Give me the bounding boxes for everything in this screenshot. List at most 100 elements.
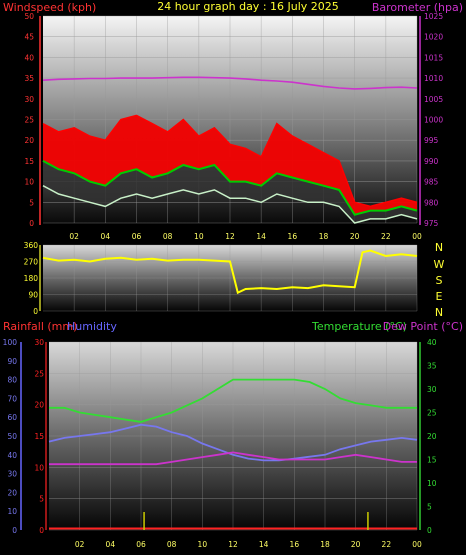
barometer-tick-label: 990 bbox=[424, 157, 439, 166]
barometer-tick-label: 975 bbox=[424, 219, 439, 228]
barometer-axis-title: Barometer (hpa) bbox=[372, 1, 463, 14]
wind-time-tick-label: 14 bbox=[256, 232, 266, 241]
temperature-tick-label: 20 bbox=[427, 432, 437, 441]
humidity-tick-label: 0 bbox=[12, 526, 17, 535]
direction-tick-label: 270 bbox=[24, 258, 39, 267]
temperature-chart: 0 10 20 30 40 50 60 70 80 90 100 0 5 10 15 20 25 30 0 5 10… bbox=[3, 338, 437, 549]
rainfall-axis-title: Rainfall (mm) bbox=[3, 320, 77, 333]
temperature-chart-grid bbox=[20, 341, 421, 531]
humidity-tick-label: 90 bbox=[7, 357, 17, 366]
direction-chart-grid bbox=[39, 244, 418, 312]
windspeed-tick-label: 25 bbox=[24, 116, 34, 125]
temperature-tick-label: 0 bbox=[427, 526, 432, 535]
compass-letter-north-top: N bbox=[435, 241, 443, 254]
wind-time-tick-label: 12 bbox=[225, 232, 235, 241]
rainfall-tick-label: 5 bbox=[39, 495, 44, 504]
wind-gust-line bbox=[42, 114, 418, 208]
humidity-tick-label: 10 bbox=[7, 507, 17, 516]
temperature-line bbox=[49, 378, 417, 423]
barometer-tick-label: 1020 bbox=[424, 33, 443, 42]
wind-average-line bbox=[42, 160, 418, 216]
rainfall-tick-label: 15 bbox=[34, 432, 44, 441]
windspeed-tick-label: 10 bbox=[24, 178, 34, 187]
temperature-tick-label: 5 bbox=[427, 503, 432, 512]
temperature-time-tick-label: 02 bbox=[75, 540, 85, 549]
temperature-tick-label: 40 bbox=[427, 338, 437, 347]
humidity-tick-labels: 0 10 20 30 40 50 60 70 80 90 100 bbox=[3, 338, 18, 535]
wind-direction-line bbox=[42, 249, 418, 295]
rainfall-tick-label: 20 bbox=[34, 401, 44, 410]
compass-letter-west: W bbox=[434, 258, 445, 271]
windspeed-tick-label: 50 bbox=[24, 12, 34, 21]
barometer-tick-label: 985 bbox=[424, 178, 439, 187]
temperature-time-tick-label: 18 bbox=[320, 540, 330, 549]
direction-chart: 360 270 180 90 0 N W S E N bbox=[24, 241, 445, 319]
compass-letter-south: S bbox=[436, 274, 443, 287]
compass-letter-east: E bbox=[436, 290, 443, 303]
windspeed-tick-label: 35 bbox=[24, 74, 34, 83]
temperature-tick-label: 30 bbox=[427, 385, 437, 394]
chart-title: 24 hour graph day : 16 July 2025 bbox=[157, 0, 339, 13]
direction-tick-label: 360 bbox=[24, 241, 39, 250]
wind-time-tick-label: 08 bbox=[163, 232, 173, 241]
humidity-tick-label: 50 bbox=[7, 432, 17, 441]
direction-series bbox=[42, 249, 418, 295]
wind-time-tick-label: 10 bbox=[194, 232, 204, 241]
barometer-tick-label: 1005 bbox=[424, 95, 443, 104]
windspeed-axis-title: Windspeed (kph) bbox=[3, 1, 96, 14]
wind-time-tick-label: 18 bbox=[319, 232, 329, 241]
temperature-time-tick-label: 06 bbox=[136, 540, 146, 549]
barometer-tick-label: 980 bbox=[424, 198, 439, 207]
temperature-time-tick-label: 22 bbox=[382, 540, 392, 549]
direction-tick-labels: 360 270 180 90 0 bbox=[24, 241, 39, 316]
rainfall-tick-label: 30 bbox=[34, 338, 44, 347]
barometer-tick-label: 1000 bbox=[424, 116, 443, 125]
rainfall-tick-label: 25 bbox=[34, 369, 44, 378]
windspeed-tick-label: 20 bbox=[24, 136, 34, 145]
wind-gust-band bbox=[43, 115, 417, 215]
temperature-tick-label: 35 bbox=[427, 362, 437, 371]
temperature-tick-label: 15 bbox=[427, 456, 437, 465]
temperature-chart-series bbox=[48, 378, 418, 530]
wind-time-tick-label: 04 bbox=[101, 232, 111, 241]
wind-time-tick-label: 22 bbox=[381, 232, 391, 241]
barometer-line bbox=[42, 76, 418, 90]
windspeed-tick-labels: 0 5 10 15 20 25 30 35 40 45 50 bbox=[24, 12, 34, 228]
barometer-tick-label: 1015 bbox=[424, 53, 443, 62]
direction-tick-label: 90 bbox=[28, 291, 38, 300]
barometer-tick-labels: 975 980 985 990 995 1000 1005 1010 1015 1020 1025 bbox=[424, 12, 443, 228]
windspeed-tick-label: 30 bbox=[24, 95, 34, 104]
rainfall-tick-label: 10 bbox=[34, 463, 44, 472]
humidity-tick-label: 30 bbox=[7, 470, 17, 479]
direction-tick-label: 180 bbox=[24, 274, 39, 283]
compass-letter-north-bottom: N bbox=[435, 306, 443, 319]
humidity-axis-title: Humidity bbox=[67, 320, 117, 333]
temperature-time-tick-label: 16 bbox=[290, 540, 300, 549]
dewpoint-axis-title: Dew Point (°C) bbox=[383, 320, 463, 333]
wind-time-tick-labels: 02 04 06 08 10 12 14 16 18 20 22 00 bbox=[69, 232, 422, 241]
wind-time-tick-label: 16 bbox=[288, 232, 298, 241]
temperature-axis-title: Temperature (°C) bbox=[311, 320, 407, 333]
humidity-tick-label: 80 bbox=[7, 376, 17, 385]
rainfall-tick-label: 0 bbox=[39, 526, 44, 535]
dewpoint-line bbox=[49, 451, 417, 466]
temperature-time-tick-label: 14 bbox=[259, 540, 269, 549]
windspeed-tick-label: 40 bbox=[24, 53, 34, 62]
windspeed-tick-label: 45 bbox=[24, 33, 34, 42]
temperature-time-tick-labels: 02 04 06 08 10 12 14 16 18 20 22 00 bbox=[75, 540, 422, 549]
windspeed-tick-label: 5 bbox=[29, 198, 34, 207]
wind-chart-series bbox=[42, 76, 418, 224]
temperature-time-tick-label: 12 bbox=[228, 540, 238, 549]
humidity-tick-label: 20 bbox=[7, 488, 17, 497]
wind-time-tick-label: 06 bbox=[132, 232, 142, 241]
temperature-time-tick-label: 10 bbox=[198, 540, 208, 549]
humidity-tick-label: 60 bbox=[7, 413, 17, 422]
wind-time-tick-label: 02 bbox=[69, 232, 79, 241]
rainfall-tick-labels: 0 5 10 15 20 25 30 bbox=[34, 338, 44, 535]
barometer-tick-label: 995 bbox=[424, 136, 439, 145]
temperature-time-tick-label: 04 bbox=[106, 540, 116, 549]
humidity-tick-label: 100 bbox=[3, 338, 18, 347]
windspeed-tick-label: 0 bbox=[29, 219, 34, 228]
